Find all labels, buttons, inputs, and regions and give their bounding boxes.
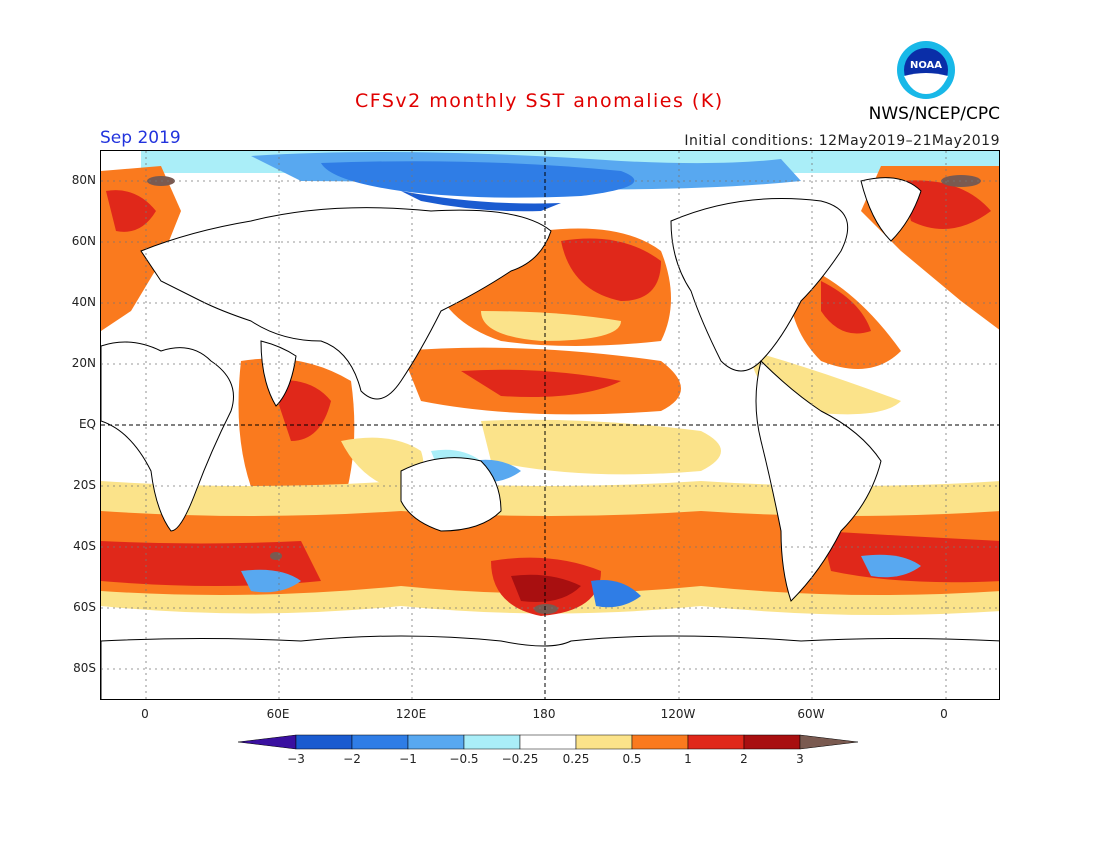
lon-label: 60W xyxy=(797,707,825,721)
lat-label: 20S xyxy=(73,478,96,492)
lat-label: EQ xyxy=(78,417,96,431)
colorbar-label: 1 xyxy=(684,752,692,766)
initial-conditions: Initial conditions: 12May2019–21May2019 xyxy=(684,133,1000,149)
equator-dateline xyxy=(101,151,999,699)
agency-label: NWS/NCEP/CPC xyxy=(868,104,1000,124)
lat-label: 40N xyxy=(71,295,96,309)
noaa-logo: NOAA xyxy=(896,40,956,100)
sst-anomaly-map xyxy=(100,150,1000,700)
logo-text: NOAA xyxy=(910,60,942,71)
lat-label: 60S xyxy=(73,600,96,614)
lat-label: 40S xyxy=(73,539,96,553)
lat-label: 20N xyxy=(71,356,96,370)
colorbar-label: 3 xyxy=(796,752,804,766)
colorbar-label: 0.5 xyxy=(622,752,642,766)
colorbar-segment xyxy=(687,734,745,750)
lon-label: 120E xyxy=(395,707,427,721)
colorbar-high-arrow xyxy=(799,734,859,750)
map-grid xyxy=(101,151,999,699)
colorbar-segment xyxy=(407,734,465,750)
lon-label: 0 xyxy=(141,707,149,721)
colorbar-label: −2 xyxy=(343,752,361,766)
colorbar-segment xyxy=(743,734,801,750)
colorbar-segment xyxy=(519,734,577,750)
chart-title: CFSv2 monthly SST anomalies (K) xyxy=(355,90,724,112)
colorbar-label: 2 xyxy=(740,752,748,766)
map-canvas xyxy=(101,151,999,699)
colorbar-label: −1 xyxy=(399,752,417,766)
lon-label: 120W xyxy=(660,707,696,721)
colorbar-segment xyxy=(463,734,521,750)
lat-label: 80N xyxy=(71,173,96,187)
colorbar-label: −0.25 xyxy=(501,752,539,766)
colorbar-label: 0.25 xyxy=(562,752,590,766)
colorbar-segment xyxy=(575,734,633,750)
southern-ocean-warm xyxy=(101,481,999,616)
lon-label: 60E xyxy=(266,707,290,721)
colorbar-low-arrow xyxy=(238,734,297,750)
forecast-month: Sep 2019 xyxy=(100,128,181,148)
lat-label: 80S xyxy=(73,661,96,675)
colorbar-segment xyxy=(295,734,353,750)
colorbar-segment xyxy=(631,734,689,750)
colorbar-label: −3 xyxy=(287,752,305,766)
colorbar-segment xyxy=(351,734,409,750)
colorbar-label: −0.5 xyxy=(449,752,479,766)
colorbar xyxy=(238,734,859,750)
lon-label: 0 xyxy=(940,707,948,721)
lat-label: 60N xyxy=(71,234,96,248)
lon-label: 180 xyxy=(532,707,556,721)
arctic-anomaly xyxy=(141,151,999,212)
